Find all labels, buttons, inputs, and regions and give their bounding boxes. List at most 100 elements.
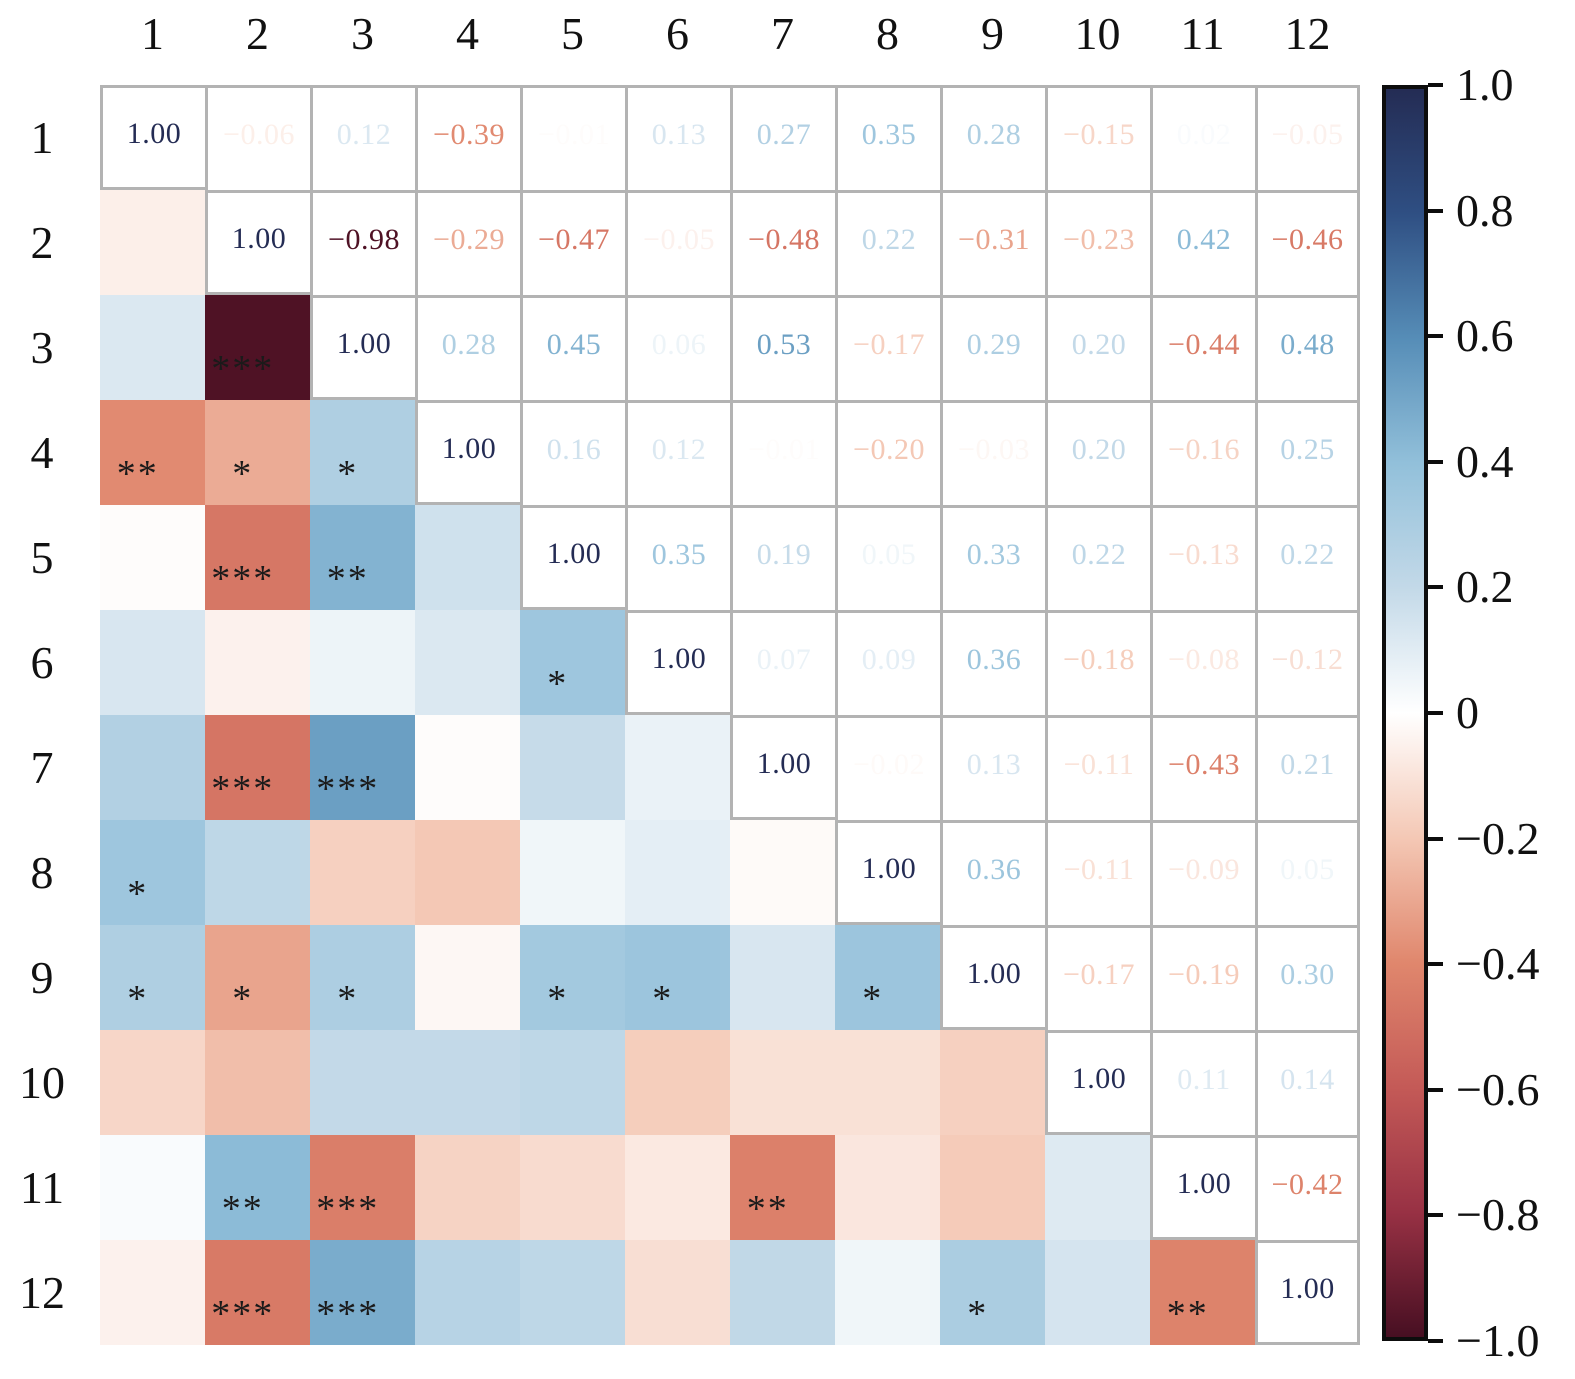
matrix-cell: *** [310,715,415,820]
cell-value: 1.00 [441,431,497,465]
colorbar-tick-label: 0 [1456,687,1479,738]
matrix-cell: 0.33 [940,505,1045,610]
matrix-cell [520,820,625,925]
row-label: 12 [19,1266,65,1318]
cell-value: 0.33 [966,538,1022,571]
matrix-cell [100,1240,205,1345]
matrix-cell [415,1135,520,1240]
cell-value: 0.35 [651,538,707,571]
matrix-cell: −0.48 [730,190,835,295]
matrix-cell: 0.29 [940,295,1045,400]
column-label: 5 [561,8,584,59]
significance-stars: * [547,977,569,1020]
cell-value: −0.19 [1168,958,1240,991]
matrix-cell [100,295,205,400]
significance-stars: *** [211,347,275,390]
cell-value: 1.00 [546,536,602,570]
colorbar-tick [1428,334,1443,339]
matrix-cell [415,925,520,1030]
matrix-cell: ** [1150,1240,1255,1345]
colorbar-tick [1428,1339,1443,1343]
cell-value: 0.07 [756,643,812,676]
matrix-cell: * [205,925,310,1030]
cell-value: 0.36 [966,853,1022,886]
matrix-cell: * [100,820,205,925]
matrix-cell: 1.00 [1150,1135,1255,1240]
cell-value: 0.20 [1071,328,1127,361]
cell-value: −0.42 [1271,1168,1344,1201]
matrix-cell: 0.27 [730,85,835,190]
cell-value: 1.00 [1280,1271,1335,1305]
colorbar-tick [1428,83,1443,87]
matrix-cell: −0.98 [310,190,415,295]
significance-stars: *** [211,1292,275,1335]
matrix-cell [520,715,625,820]
matrix-cell: *** [310,1240,415,1345]
matrix-cell: 1.00 [835,820,940,925]
cell-value: −0.11 [1063,748,1135,781]
cell-value: 0.09 [861,643,917,676]
cell-value: −0.12 [1271,643,1344,676]
matrix-cell: * [310,400,415,505]
matrix-cell [205,820,310,925]
matrix-cell [205,1030,310,1135]
colorbar-tick [1428,208,1443,213]
matrix-cell [625,1030,730,1135]
matrix-cell [730,1240,835,1345]
significance-stars: ** [1166,1292,1209,1335]
matrix-cell [415,820,520,925]
matrix-cell: −0.01 [520,85,625,190]
significance-stars: * [862,977,884,1020]
matrix-cell: * [625,925,730,1030]
significance-stars: * [232,452,254,495]
column-label: 6 [666,8,689,59]
cell-value: 0.53 [756,328,812,361]
cell-value: −0.20 [853,433,925,466]
cell-value: 0.13 [966,748,1022,781]
row-label: 1 [30,111,54,163]
colorbar-tick-label: −0.2 [1456,812,1540,864]
cell-value: 0.22 [1071,538,1127,571]
cell-value: −0.48 [748,223,820,256]
row-label: 5 [30,531,54,583]
cell-value: −0.98 [328,223,400,256]
significance-stars: * [127,872,149,915]
row-label: 7 [30,741,54,793]
cell-value: 0.11 [1177,1063,1231,1096]
row-label: 6 [30,636,54,688]
cell-value: −0.47 [538,223,610,256]
cell-value: 0.42 [1176,223,1232,256]
cell-value: 0.05 [861,538,917,571]
cell-value: 1.00 [651,641,707,675]
significance-stars: * [232,977,254,1020]
row-label: 8 [30,846,54,898]
matrix-cell: 0.36 [940,820,1045,925]
cell-value: 1.00 [1071,1061,1127,1095]
significance-stars: *** [316,1292,380,1335]
matrix-cell [520,1135,625,1240]
cell-value: 0.02 [1176,118,1232,151]
matrix-cell: 0.22 [835,190,940,295]
matrix-cell: 0.05 [835,505,940,610]
matrix-cell [1045,1135,1150,1240]
matrix-cell: −0.15 [1045,85,1150,190]
matrix-cell [730,925,835,1030]
matrix-cell: * [520,610,625,715]
cell-value: 0.16 [546,433,602,466]
matrix-cell: −0.29 [415,190,520,295]
significance-stars: *** [316,1187,380,1230]
significance-stars: ** [221,1187,264,1230]
matrix-cell [940,1030,1045,1135]
matrix-cell [520,1240,625,1345]
significance-stars: *** [316,767,380,810]
matrix-cell [310,610,415,715]
matrix-cell: 0.07 [730,610,835,715]
column-label: 11 [1180,8,1225,59]
cell-value: −0.15 [1063,118,1135,151]
matrix-cell: −0.13 [1150,505,1255,610]
cell-value: 0.22 [861,223,917,256]
matrix-cell: 0.48 [1255,295,1360,400]
matrix-cell: *** [310,1135,415,1240]
matrix-cell: 1.00 [415,400,520,505]
